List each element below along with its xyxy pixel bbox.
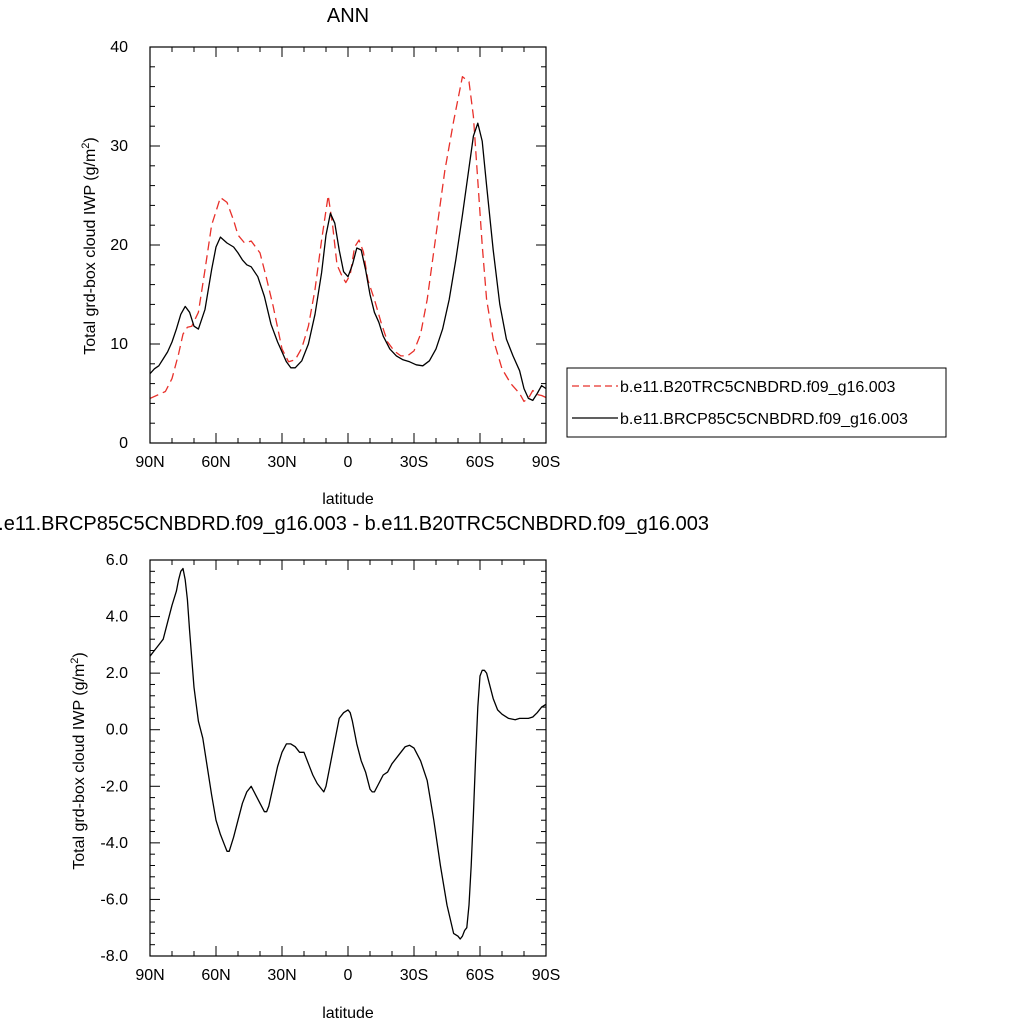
bottom-plot-area: 90N 60N 30N 0 30S 60S 90S -8.0 -6.0 -4.0 -2.0 0.0 2.… <box>100 552 560 984</box>
bottom-y-tick-label: -2.0 <box>100 778 128 795</box>
top-x-tick-label: 90N <box>135 454 164 471</box>
legend-label-series-2: b.e11.BRCP85C5CNBDRD.f09_g16.003 <box>620 411 908 428</box>
bottom-panel-title: b.e11.BRCP85C5CNBDRD.f09_g16.003 - b.e11… <box>0 513 709 535</box>
top-y-tick-label: 40 <box>110 39 128 56</box>
bottom-x-axis-label: latitude <box>322 1005 374 1022</box>
top-y-axis-label: Total grd-box cloud IWP (g/m2) <box>80 137 99 354</box>
legend-label-series-1: b.e11.B20TRC5CNBDRD.f09_g16.003 <box>620 379 896 396</box>
bottom-series-1-line <box>150 567 546 940</box>
bottom-y-tick-label: -6.0 <box>100 891 128 908</box>
bottom-y-tick-label: 4.0 <box>106 609 128 626</box>
bottom-y-tick-label: -4.0 <box>100 835 128 852</box>
top-y-tick-label: 0 <box>119 435 128 452</box>
bottom-y-tick-label: 6.0 <box>106 552 128 569</box>
top-x-tick-label: 30N <box>267 454 296 471</box>
top-panel-title: ANN <box>327 5 369 27</box>
bottom-panel: b.e11.BRCP85C5CNBDRD.f09_g16.003 - b.e11… <box>0 513 709 1022</box>
top-plot-area: 90N 60N 30N 0 30S 60S 90S 0 10 20 30 40 <box>110 39 560 471</box>
top-x-tick-label: 90S <box>532 454 560 471</box>
bottom-x-tick-label: 60N <box>201 967 230 984</box>
top-x-tick-label: 60N <box>201 454 230 471</box>
bottom-y-tick-label: 0.0 <box>106 722 128 739</box>
bottom-x-tick-label: 60S <box>466 967 494 984</box>
bottom-y-tick-label: 2.0 <box>106 665 128 682</box>
bottom-x-tick-label: 30S <box>400 967 428 984</box>
top-panel: ANN 90N 60N 30N 0 30S 60S 90S 0 10 20 30 40 latitud… <box>80 5 947 508</box>
bottom-x-tick-label: 90N <box>135 967 164 984</box>
bottom-y-axis-label: Total grd-box cloud IWP (g/m2) <box>69 652 88 869</box>
bottom-x-tick-label: 0 <box>344 967 353 984</box>
legend: b.e11.B20TRC5CNBDRD.f09_g16.003 b.e11.BR… <box>566 367 947 438</box>
top-y-tick-label: 30 <box>110 138 128 155</box>
top-series-1-line <box>150 76 546 403</box>
bottom-x-tick-label: 90S <box>532 967 560 984</box>
top-plot-frame <box>149 46 547 444</box>
top-x-tick-label: 60S <box>466 454 494 471</box>
top-x-tick-label: 30S <box>400 454 428 471</box>
top-y-tick-label: 20 <box>110 237 128 254</box>
top-y-tick-label: 10 <box>110 336 128 353</box>
bottom-x-tick-label: 30N <box>267 967 296 984</box>
top-series-2-line <box>150 122 546 402</box>
bottom-y-tick-label: -8.0 <box>100 948 128 965</box>
legend-box <box>566 367 947 438</box>
bottom-plot-frame <box>149 559 547 957</box>
top-x-tick-label: 0 <box>344 454 353 471</box>
top-x-axis-label: latitude <box>322 491 374 508</box>
